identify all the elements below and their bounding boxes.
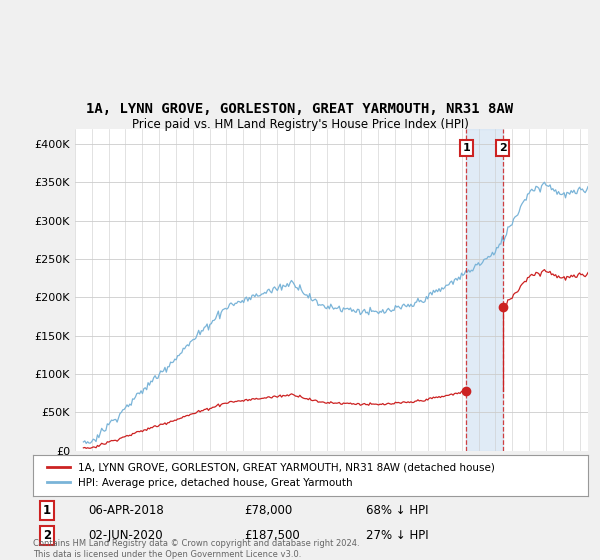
Text: 1: 1	[463, 143, 470, 153]
Legend: 1A, LYNN GROVE, GORLESTON, GREAT YARMOUTH, NR31 8AW (detached house), HPI: Avera: 1A, LYNN GROVE, GORLESTON, GREAT YARMOUT…	[44, 460, 498, 491]
Text: Contains HM Land Registry data © Crown copyright and database right 2024.
This d: Contains HM Land Registry data © Crown c…	[33, 539, 359, 559]
Text: £187,500: £187,500	[244, 529, 299, 542]
Text: 06-APR-2018: 06-APR-2018	[89, 504, 164, 517]
Text: 68% ↓ HPI: 68% ↓ HPI	[366, 504, 428, 517]
Text: Price paid vs. HM Land Registry's House Price Index (HPI): Price paid vs. HM Land Registry's House …	[131, 118, 469, 130]
Text: 27% ↓ HPI: 27% ↓ HPI	[366, 529, 428, 542]
Bar	[466, 129, 503, 451]
Text: 1: 1	[43, 504, 51, 517]
Text: 1A, LYNN GROVE, GORLESTON, GREAT YARMOUTH, NR31 8AW: 1A, LYNN GROVE, GORLESTON, GREAT YARMOUT…	[86, 102, 514, 116]
Text: £78,000: £78,000	[244, 504, 292, 517]
Text: 02-JUN-2020: 02-JUN-2020	[89, 529, 163, 542]
Text: 2: 2	[43, 529, 51, 542]
Text: 2: 2	[499, 143, 506, 153]
